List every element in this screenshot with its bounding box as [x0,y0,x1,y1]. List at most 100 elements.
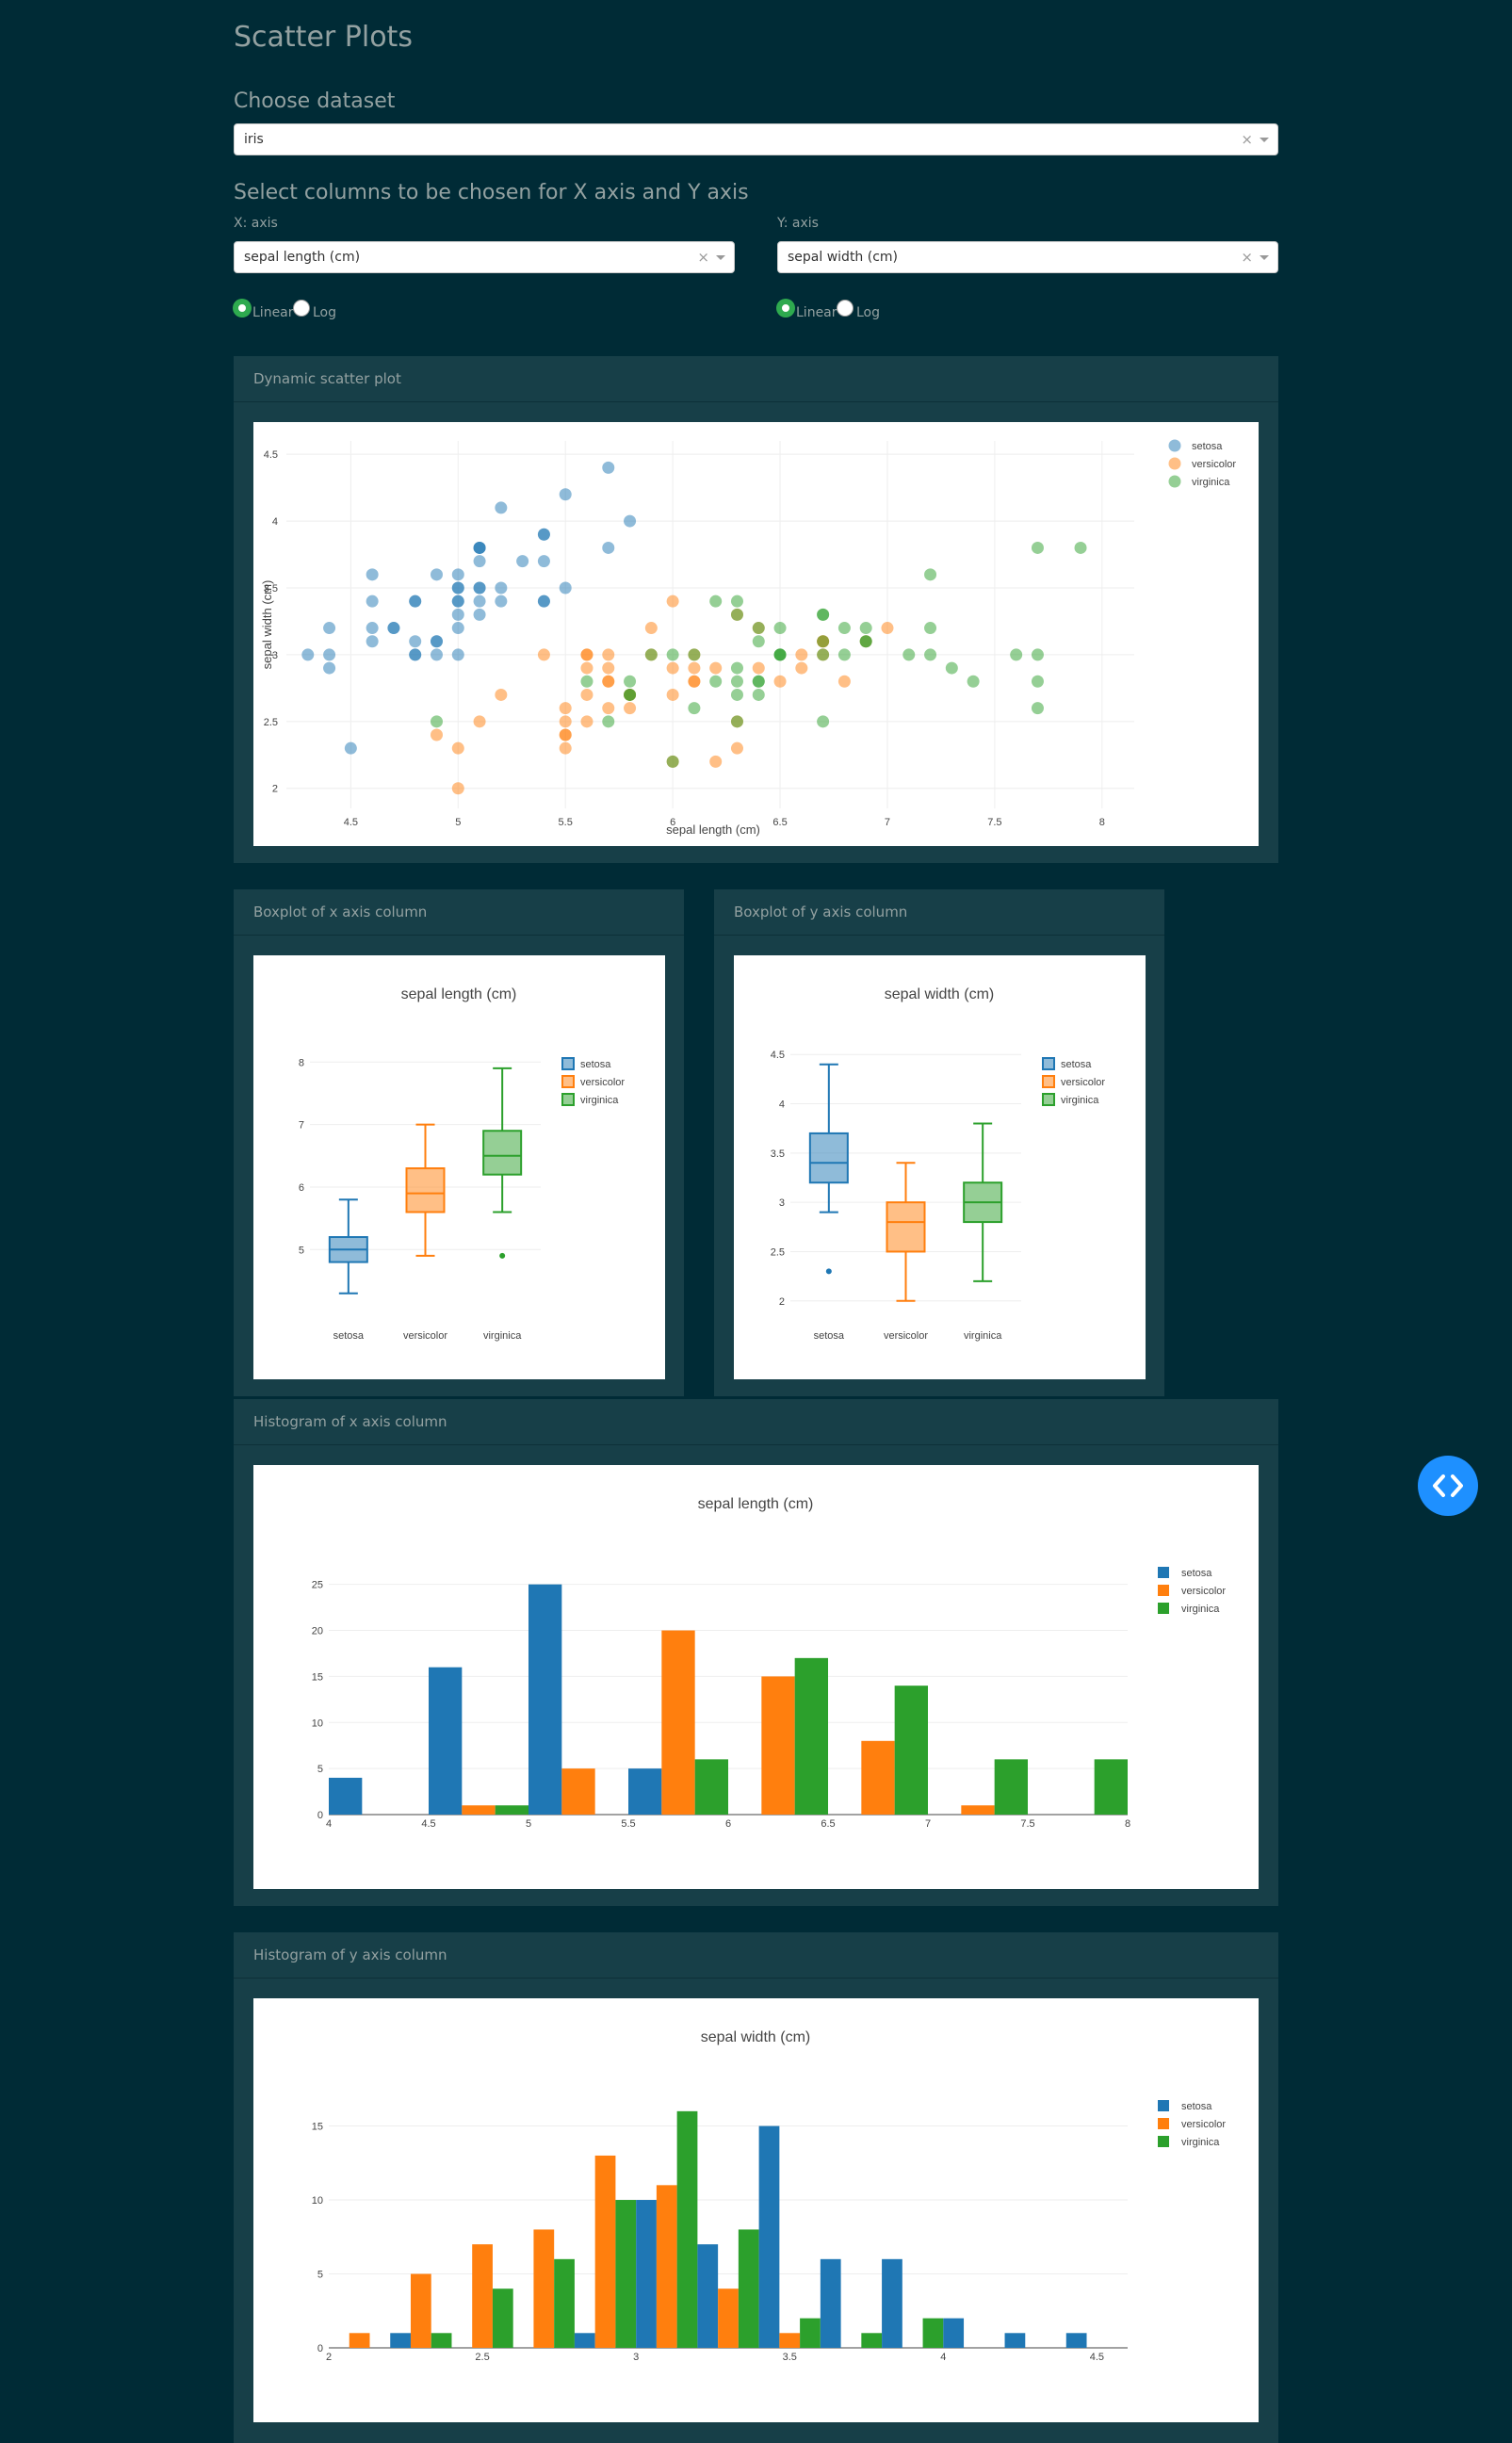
x-tick-label: 4.5 [344,817,358,828]
bar-setosa [882,2258,902,2348]
y-tick-label: 5 [317,2270,323,2281]
data-point-versicolor [666,661,679,675]
data-point-setosa [473,594,486,608]
data-point-setosa [495,594,508,608]
code-toggle-button[interactable] [1418,1456,1478,1516]
data-point-virginica [924,648,937,661]
data-point-setosa [516,555,529,568]
box-y-chart[interactable]: sepal width (cm) 2 2.5 3 3.5 4 4.5 setosa versic… [734,955,1146,1379]
box-y-plot[interactable]: sepal width (cm) 2 2.5 3 3.5 4 4.5 setosa versic… [734,955,1146,1379]
legend-marker-virginica [1042,1093,1055,1106]
chevron-down-icon[interactable] [1260,138,1269,142]
x-tick-label: 4.5 [1090,2352,1104,2363]
data-point-versicolor [451,782,464,795]
data-point-virginica [1031,541,1044,554]
data-point-virginica [624,688,637,701]
x-scale-linear-radio[interactable] [234,300,251,317]
data-point-versicolor [666,688,679,701]
box-x-chart[interactable]: sepal length (cm) 5 6 7 8 setosa versicolor vir… [253,955,665,1379]
x-axis-select[interactable]: sepal length (cm) × [234,241,735,273]
bar-setosa [697,2244,719,2348]
chevron-down-icon[interactable] [1260,255,1269,260]
dataset-select[interactable]: iris × [234,123,1278,155]
dataset-value: iris [244,132,264,147]
y-tick-label: 4 [779,1099,785,1111]
data-point-virginica [902,648,916,661]
x-scale-linear-label: Linear [252,305,294,320]
data-point-setosa [387,622,400,635]
legend-marker-versicolor [561,1075,575,1088]
x-tick-label: 2.5 [475,2352,489,2363]
data-point-virginica [773,622,787,635]
y-tick-label: 5 [317,1764,323,1775]
data-point-versicolor [559,728,572,741]
data-point-setosa [559,581,572,594]
y-axis-value: sepal width (cm) [788,250,899,265]
x-tick-label: 5.5 [559,817,573,828]
clear-icon[interactable]: × [1241,131,1253,148]
data-point-setosa [473,541,486,554]
legend-label: setosa [1061,1059,1092,1070]
data-point-setosa [366,594,379,608]
data-point-versicolor [580,715,593,728]
chevron-down-icon[interactable] [716,255,725,260]
hist-x-plot[interactable]: sepal length (cm) 0 5 10 15 20 25 4 4.5 5 5.5 6 6.5 7… [253,1465,1259,1889]
panel-header: Histogram of y axis column [234,1932,1278,1979]
scatter-chart[interactable]: 4.5 5 5.5 6 6.5 7 7.5 8 2 2.5 3 3.5 4 4.5 sepal length… [253,422,1259,846]
data-point-versicolor [602,702,615,715]
data-point-versicolor [837,675,851,688]
data-point-virginica [624,675,637,688]
x-tick-label: 7.5 [1020,1818,1034,1830]
bar-versicolor [349,2333,370,2348]
code-toggle-icon [1433,1474,1463,1497]
bar-virginica [694,1759,728,1815]
data-point-versicolor [559,741,572,755]
legend-label: versicolor [1061,1077,1105,1088]
bar-setosa [574,2333,595,2348]
bar-virginica [794,1657,828,1815]
legend-label: versicolor [1181,2119,1226,2130]
legend-marker-setosa [1042,1057,1055,1070]
box-x-plot[interactable]: sepal length (cm) 5 6 7 8 setosa versicolor vir… [253,955,665,1379]
scatter-plot[interactable]: 4.5 5 5.5 6 6.5 7 7.5 8 2 2.5 3 3.5 4 4.5 sepal length… [253,422,1259,846]
y-tick-label: 2 [272,784,278,795]
x-tick-label: 7 [885,817,890,828]
x-tick-label: 6 [670,817,675,828]
chart-title: sepal length (cm) [698,1496,814,1512]
bar-virginica [994,1759,1028,1815]
y-tick-label: 0 [317,1810,323,1821]
data-point-versicolor [644,622,658,635]
y-scale-linear-radio[interactable] [777,300,794,317]
data-point-virginica [688,648,701,661]
y-tick-label: 10 [312,2195,323,2207]
bar-virginica [1094,1759,1128,1815]
hist-y-chart[interactable]: sepal width (cm) 0 5 10 15 2 2.5 3 3.5 4 4.5 setosa… [253,1998,1259,2422]
data-point-setosa [451,568,464,581]
data-point-virginica [837,648,851,661]
clear-icon[interactable]: × [1241,249,1253,266]
data-point-virginica [752,635,765,648]
x-tick-label: 7 [925,1818,931,1830]
bar-virginica [492,2288,513,2348]
chart-title: sepal width (cm) [701,2029,810,2045]
y-axis-select[interactable]: sepal width (cm) × [777,241,1278,273]
data-point-setosa [473,608,486,621]
panel-header: Histogram of x axis column [234,1399,1278,1445]
y-tick-label: 20 [312,1626,323,1637]
data-point-setosa [430,648,443,661]
data-point-versicolor [537,648,550,661]
clear-icon[interactable]: × [697,249,709,266]
data-point-setosa [495,581,508,594]
y-scale-log-radio[interactable] [837,300,854,317]
x-scale-log-radio[interactable] [293,300,310,317]
data-point-versicolor [688,661,701,675]
hist-x-chart[interactable]: sepal length (cm) 0 5 10 15 20 25 4 4.5 5 5.5 6 6.5 7… [253,1465,1259,1889]
data-point-virginica [859,622,872,635]
data-point-setosa [323,622,336,635]
legend-marker-virginica [1158,2136,1169,2147]
columns-label: Select columns to be chosen for X axis a… [234,181,749,204]
bar-versicolor [410,2273,431,2348]
hist-y-plot[interactable]: sepal width (cm) 0 5 10 15 2 2.5 3 3.5 4 4.5 setosa… [253,1998,1259,2422]
y-tick-label: 25 [312,1580,323,1591]
data-point-virginica [430,715,443,728]
